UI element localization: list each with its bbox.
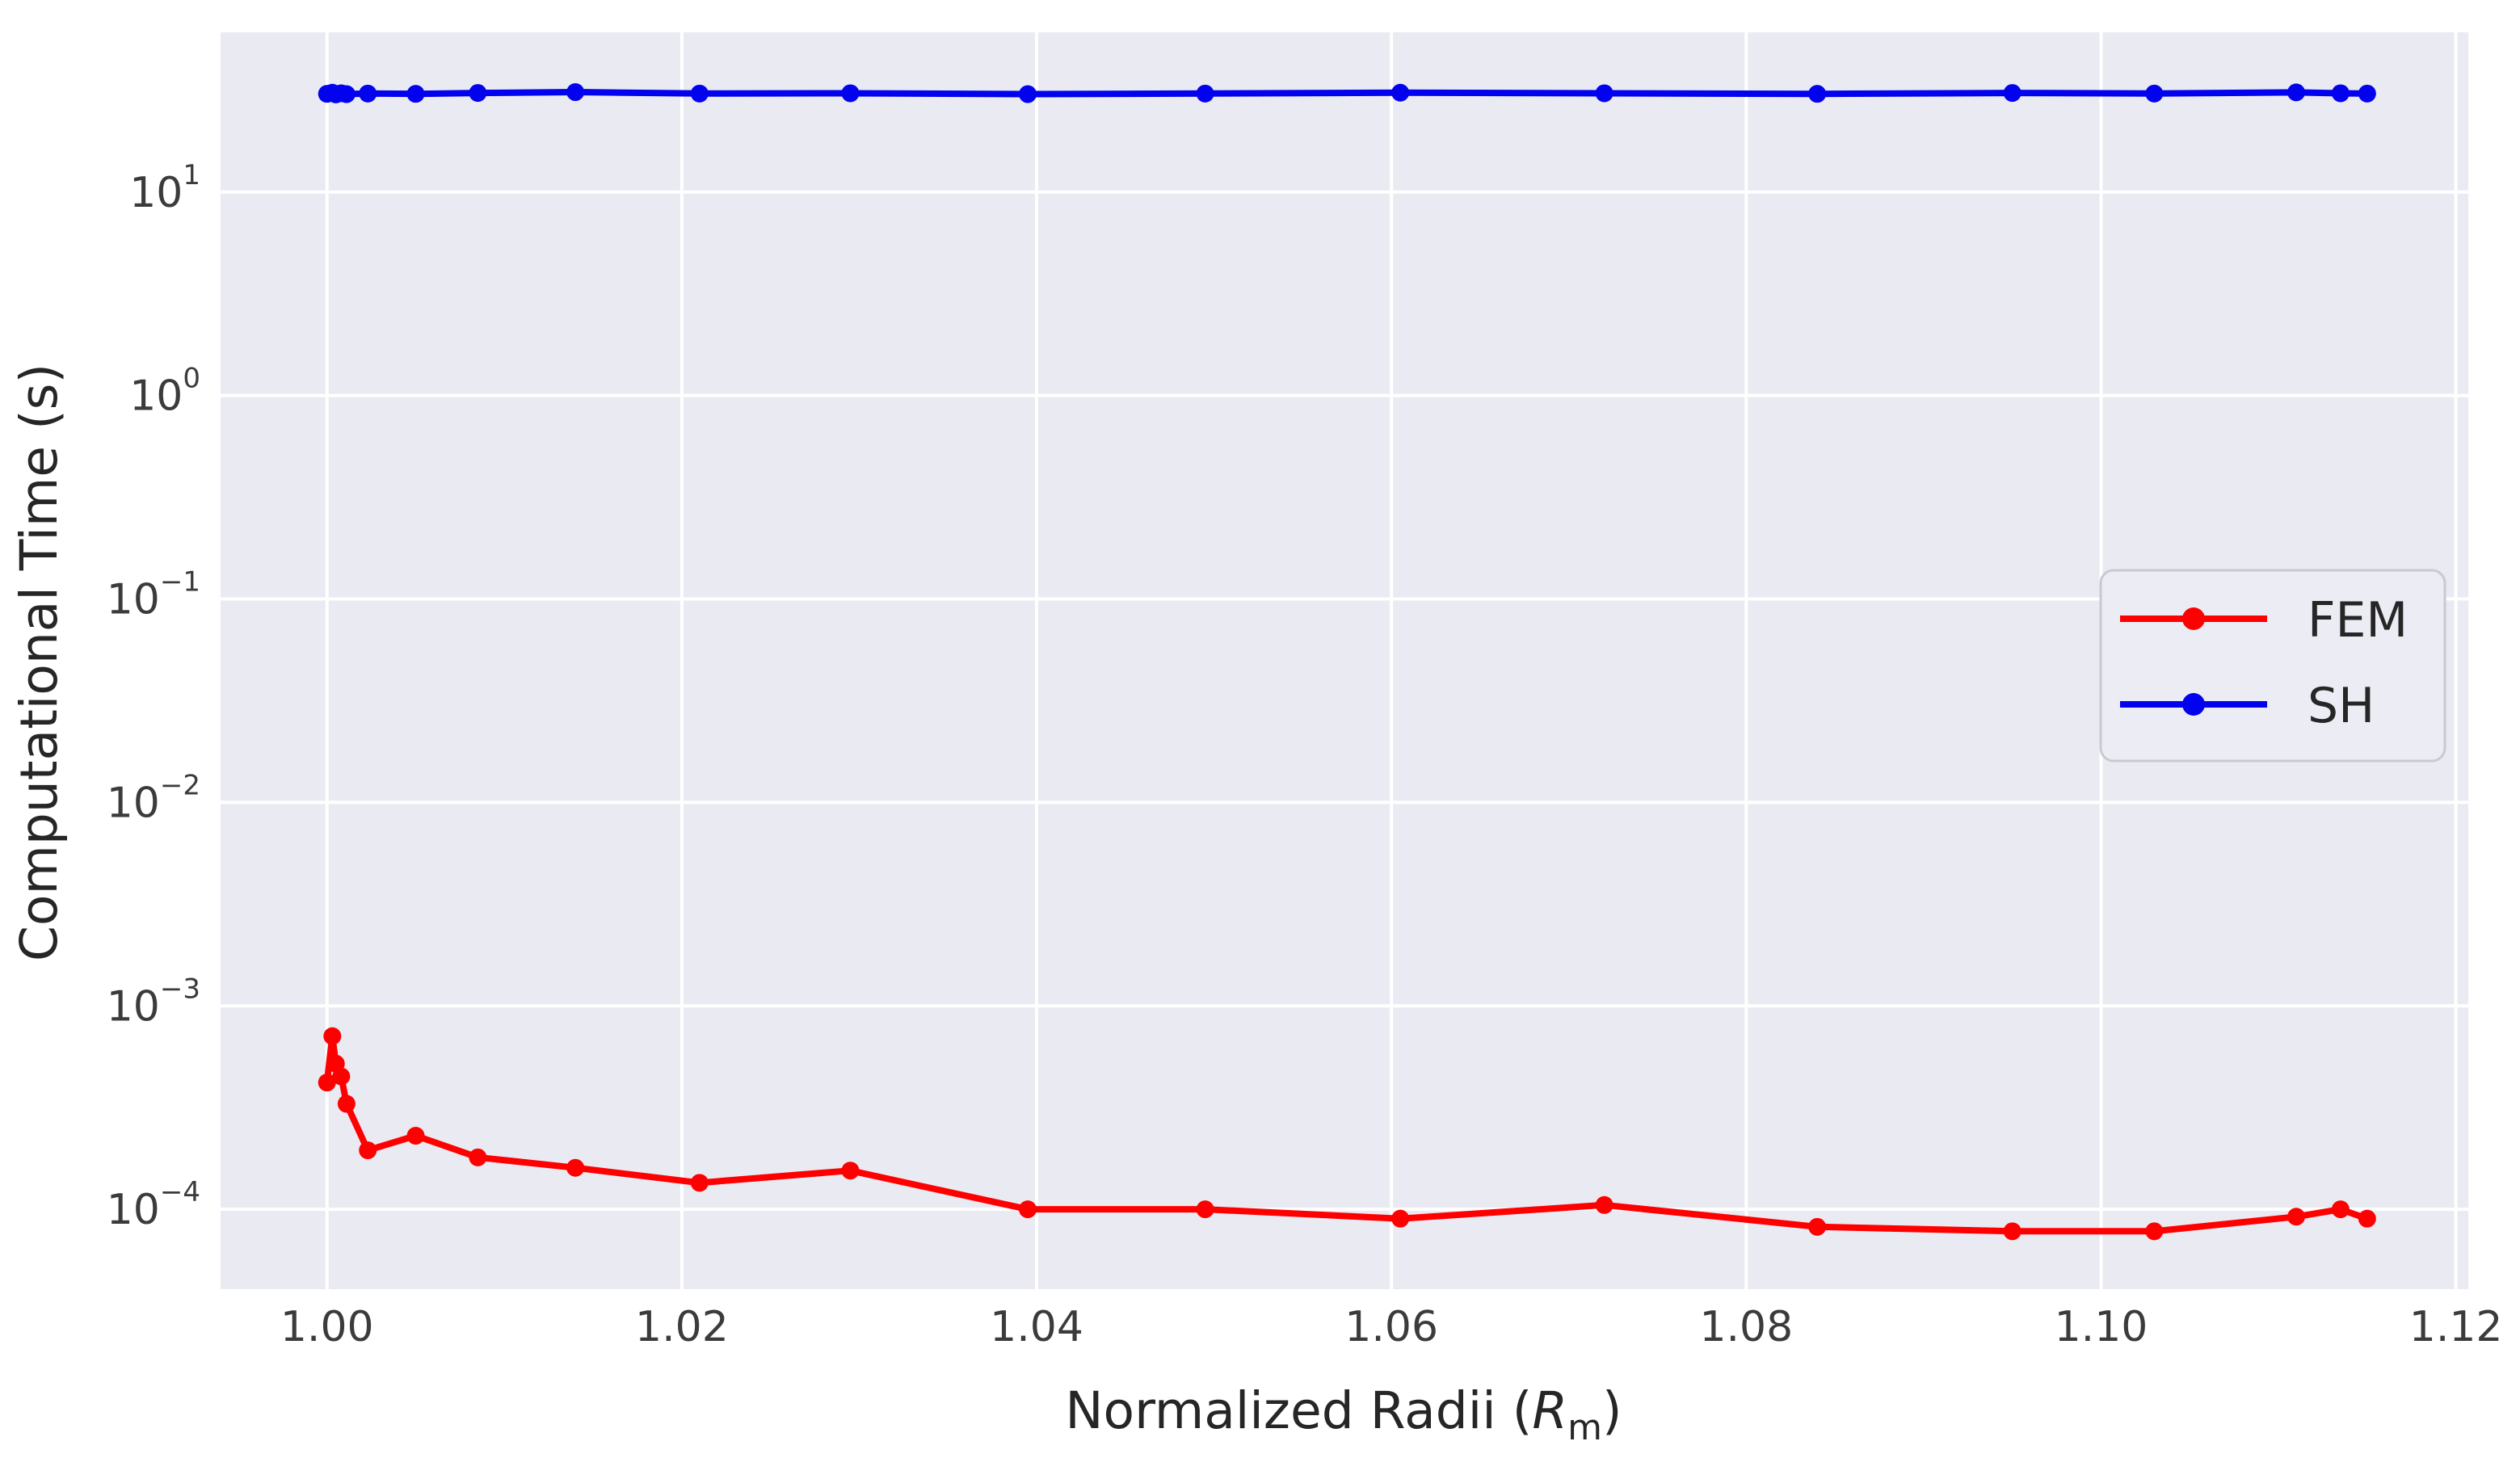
x-axis-label-symbol: R (1532, 1381, 1567, 1440)
legend-label-sh: SH (2308, 678, 2375, 734)
legend: FEM SH (2099, 569, 2446, 763)
sh-marker (690, 84, 709, 103)
x-tick-label: 1.10 (2055, 1303, 2148, 1351)
fem-marker (2145, 1222, 2164, 1241)
plot-area (221, 32, 2468, 1289)
sh-marker (1196, 84, 1214, 103)
fem-marker (337, 1095, 355, 1113)
sh-line (323, 89, 2371, 98)
y-tick-base: 10 (107, 576, 160, 624)
x-axis-label-prefix: Normalized Radii ( (1065, 1381, 1532, 1440)
y-tick-label: 10−1 (107, 566, 200, 624)
x-axis-label-subscript: m (1567, 1407, 1602, 1448)
x-tick-label: 1.00 (280, 1303, 374, 1351)
y-tick-exponent: −3 (160, 973, 200, 1005)
fem-marker (566, 1158, 585, 1177)
sh-marker (1391, 83, 1410, 102)
legend-sample-marker-fem (2182, 607, 2205, 630)
fem-marker (359, 1141, 377, 1160)
sh-marker (1019, 85, 1037, 103)
fem-marker (1019, 1200, 1037, 1219)
sh-marker (2358, 84, 2376, 103)
y-tick-label: 10−4 (107, 1176, 200, 1234)
y-tick-base: 10 (107, 982, 160, 1031)
y-tick-label: 10−2 (107, 769, 200, 827)
y-axis-label: Computational Time (s) (10, 363, 69, 961)
sh-marker (1808, 85, 1827, 103)
y-tick-exponent: 1 (183, 159, 200, 191)
fem-marker (2331, 1200, 2350, 1219)
x-tick-label: 1.04 (990, 1303, 1083, 1351)
y-tick-exponent: 0 (183, 363, 200, 395)
y-tick-base: 10 (107, 779, 160, 827)
sh-marker (2145, 84, 2164, 103)
sh-marker (1595, 84, 1613, 103)
fem-marker (2003, 1222, 2021, 1241)
y-tick-label: 101 (129, 159, 200, 217)
series-group (318, 83, 2376, 1241)
sh-marker (406, 85, 425, 103)
fem-marker (841, 1162, 860, 1180)
y-tick-base: 10 (129, 372, 183, 421)
y-tick-base: 10 (107, 1186, 160, 1234)
fem-marker (323, 1027, 342, 1045)
fem-marker (2287, 1208, 2306, 1226)
y-tick-exponent: −2 (160, 769, 200, 801)
sh-marker (337, 85, 355, 103)
x-axis-tick-labels: 1.00 1.02 1.04 1.06 1.08 1.10 1.12 (280, 1303, 2503, 1351)
legend-label-fem: FEM (2308, 592, 2408, 649)
fem-marker (690, 1174, 709, 1192)
fem-marker (406, 1127, 425, 1145)
sh-marker (2003, 84, 2021, 103)
fem-marker (469, 1148, 487, 1166)
gridlines (221, 32, 2468, 1289)
sh-marker (566, 83, 585, 102)
x-tick-label: 1.12 (2409, 1303, 2503, 1351)
y-tick-label: 10−3 (107, 973, 200, 1031)
x-axis-label: Normalized Radii (Rm) (1065, 1381, 1622, 1448)
y-tick-exponent: −1 (160, 566, 200, 599)
fem-marker (1595, 1195, 1613, 1214)
sh-marker (841, 84, 860, 103)
x-tick-label: 1.02 (635, 1303, 729, 1351)
sh-marker (469, 84, 487, 103)
sh-marker (2331, 84, 2350, 103)
x-axis-label-suffix: ) (1602, 1381, 1622, 1440)
x-tick-label: 1.06 (1344, 1303, 1438, 1351)
fem-marker (2358, 1209, 2376, 1228)
fem-marker (1808, 1217, 1827, 1236)
sh-marker (359, 84, 377, 103)
x-tick-label: 1.08 (1699, 1303, 1793, 1351)
y-tick-label: 100 (129, 363, 200, 421)
fem-marker (318, 1074, 336, 1092)
legend-sample-marker-sh (2182, 693, 2205, 716)
fem-marker (1391, 1209, 1410, 1228)
y-tick-base: 10 (129, 169, 183, 217)
fem-marker (332, 1067, 351, 1086)
y-tick-exponent: −4 (160, 1176, 200, 1208)
sh-marker (2287, 83, 2306, 102)
fem-marker (1196, 1200, 1214, 1219)
